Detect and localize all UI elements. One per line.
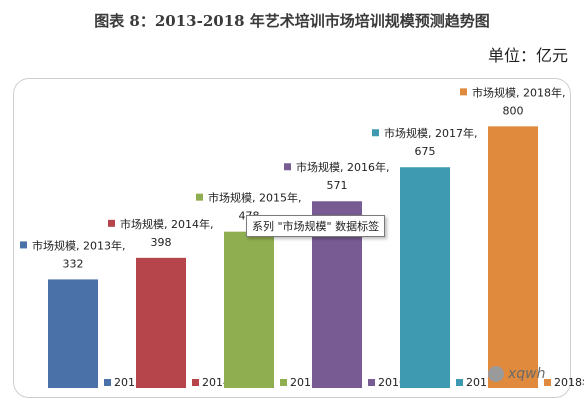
legend-marker [192,379,199,386]
data-label-marker [108,219,115,227]
data-label-marker [20,241,27,249]
data-label-value: 571 [327,179,348,192]
bar-2018年[interactable] [488,126,538,389]
data-label-marker [372,129,379,137]
wechat-icon [488,366,504,382]
data-label-marker [284,163,291,171]
data-label-text: 市场规模, 2018年, [472,85,565,99]
data-label-text: 市场规模, 2017年, [384,126,477,140]
legend-label: 2018年 [554,375,584,389]
legend-marker [456,379,463,386]
unit-label: 单位：亿元 [487,46,568,65]
data-label-text: 市场规模, 2014年, [120,217,213,231]
legend-marker [280,379,287,386]
data-label-value: 675 [415,145,436,158]
data-label-marker [196,193,203,201]
watermark-text: xqwh [508,366,546,382]
bar-2015年[interactable] [224,231,274,388]
bar-2017年[interactable] [400,167,450,388]
bar-2013年[interactable] [48,279,98,388]
chart-title: 图表 8：2013-2018 年艺术培训市场培训规模预测趋势图 [94,12,490,30]
watermark: xqwh [488,362,578,386]
legend-marker [544,379,551,386]
data-label-text: 市场规模, 2013年, [32,238,125,252]
legend-marker [368,379,375,386]
data-label-text: 市场规模, 2015年, [208,191,301,205]
bar-2014年[interactable] [136,257,186,388]
data-label-tooltip: 系列 "市场规模" 数据标签 [246,215,386,237]
data-label-value: 398 [151,236,172,249]
data-label-text: 市场规模, 2016年, [296,160,389,174]
data-label-marker [460,88,467,96]
legend-marker [104,379,111,386]
data-label-value: 332 [63,257,84,270]
chart-frame [13,78,571,398]
data-label-value: 800 [503,104,524,117]
